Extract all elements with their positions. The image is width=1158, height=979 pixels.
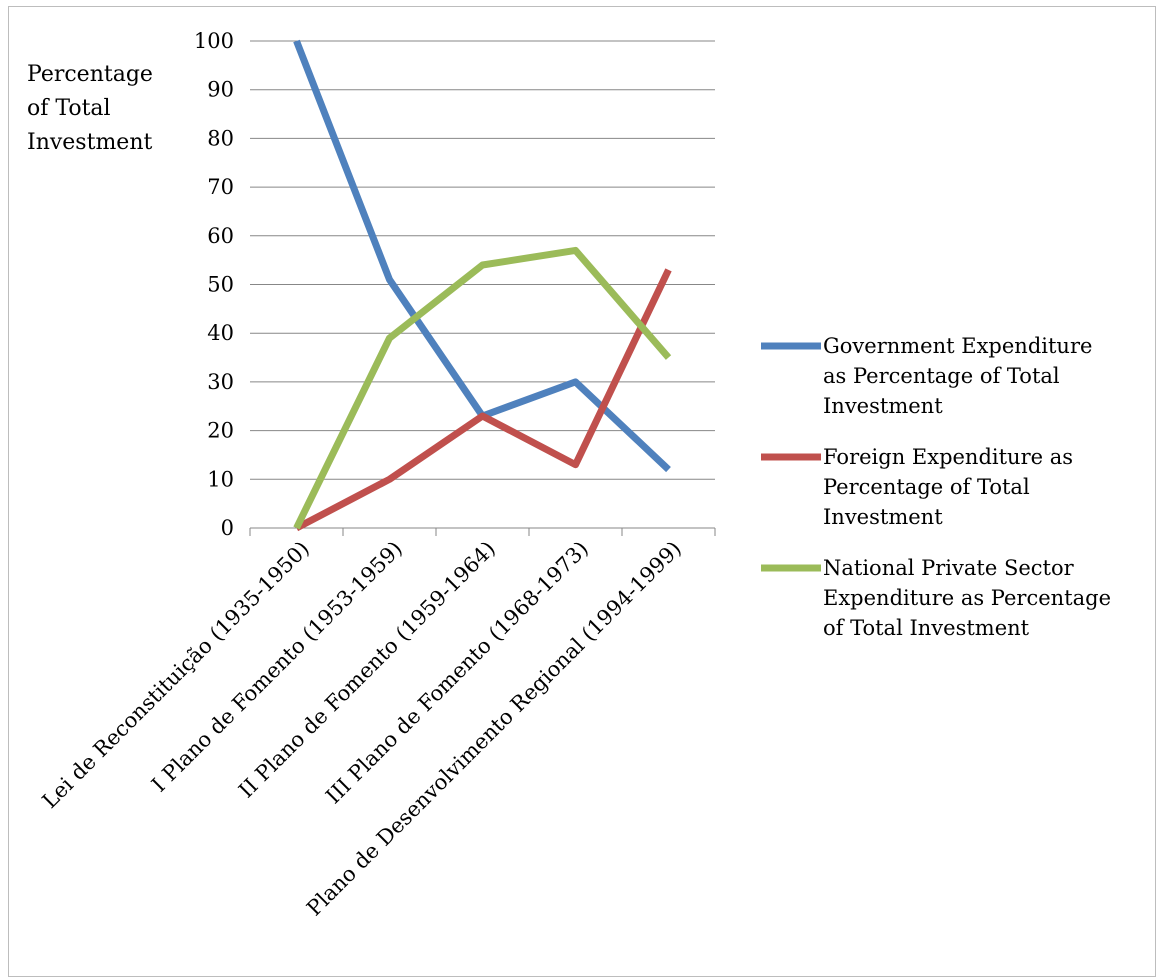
legend-label: Government Expenditure: [823, 334, 1092, 358]
legend-label: Expenditure as Percentage: [823, 586, 1111, 610]
y-tick-label: 30: [207, 370, 234, 394]
y-tick-label: 10: [207, 467, 234, 491]
legend-label: Investment: [823, 505, 943, 529]
y-axis-title-line: Percentage: [27, 62, 153, 87]
legend-label: of Total Investment: [823, 616, 1030, 640]
legend-label: Investment: [823, 394, 943, 418]
line-chart: 0 10 20 30 40 50 60 70 80 90 100 Lei de Reconstitu…: [27, 29, 1111, 921]
y-tick-label: 100: [194, 29, 234, 53]
gridlines: [250, 40, 715, 529]
legend-label: as Percentage of Total: [823, 364, 1060, 388]
y-tick-label: 40: [207, 321, 234, 345]
y-tick-label: 50: [207, 273, 234, 297]
y-axis-title-line: Investment: [27, 130, 152, 155]
y-tick-label: 60: [207, 224, 234, 248]
y-axis-title-line: of Total: [27, 96, 111, 121]
series-line-2: [294, 268, 672, 532]
y-tick-label: 80: [207, 126, 234, 150]
series-lines: [293, 39, 672, 532]
chart-frame: 0 10 20 30 40 50 60 70 80 90 100 Lei de Reconstitu…: [8, 6, 1156, 977]
y-tick-label: 90: [207, 78, 234, 102]
y-axis-title: Percentage of Total Investment: [27, 62, 153, 155]
legend-label: National Private Sector: [823, 556, 1075, 580]
y-axis-tick-labels: 0 10 20 30 40 50 60 70 80 90 100: [194, 29, 234, 540]
x-axis-tick-labels: Lei de Reconstituição (1935-1950)I Plano…: [38, 537, 687, 921]
legend: Government Expenditure as Percentage of T…: [761, 334, 1111, 640]
legend-label: Foreign Expenditure as: [823, 445, 1073, 469]
series-line-3: [293, 246, 672, 530]
legend-label: Percentage of Total: [823, 475, 1030, 499]
y-tick-label: 70: [207, 175, 234, 199]
series-line-1: [293, 39, 671, 473]
y-tick-label: 20: [207, 419, 234, 443]
y-tick-label: 0: [221, 516, 234, 540]
x-axis: [249, 528, 716, 536]
